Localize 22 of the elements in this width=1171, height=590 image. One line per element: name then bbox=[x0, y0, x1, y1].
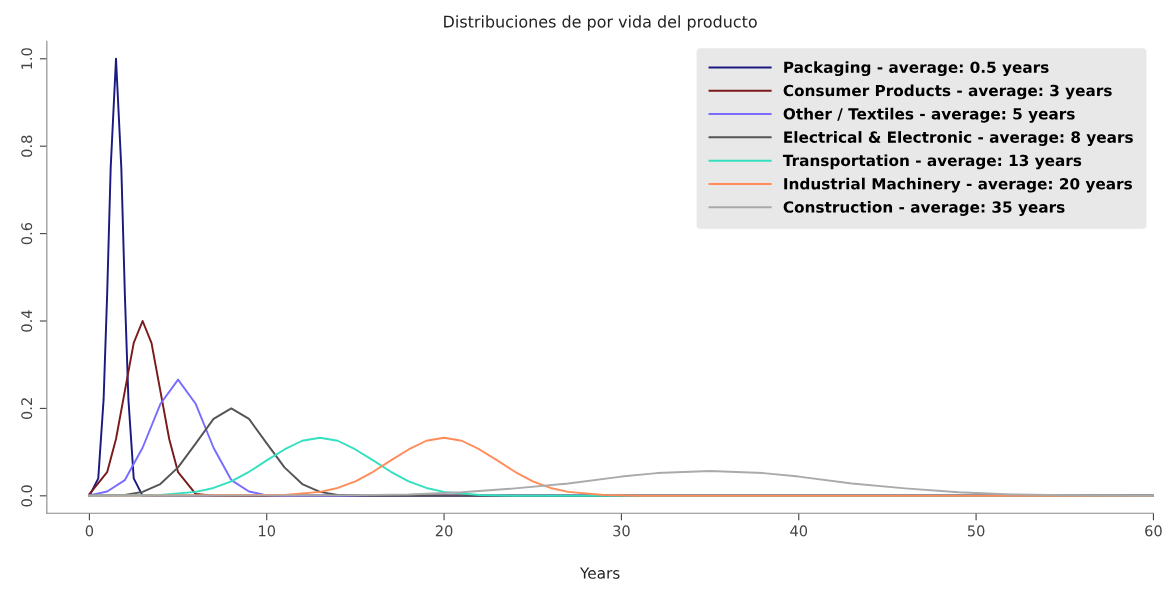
y-tick-label: 0.2 bbox=[21, 398, 33, 420]
x-tick-label: 10 bbox=[259, 525, 276, 537]
legend-label: Industrial Machinery - average: 20 years bbox=[784, 177, 1132, 193]
y-tick-label: 0.8 bbox=[21, 135, 33, 157]
x-tick-label: 40 bbox=[790, 525, 808, 537]
legend-label: Transportation - average: 13 years bbox=[782, 154, 1082, 170]
y-tick-label: 1.0 bbox=[21, 48, 33, 69]
y-tick-label: 0.4 bbox=[21, 310, 33, 332]
chart-title: Distribuciones de por vida del producto bbox=[444, 15, 757, 31]
x-tick-label: 60 bbox=[1145, 525, 1162, 537]
x-tick-label: 0 bbox=[85, 525, 94, 537]
x-axis-title: Years bbox=[579, 567, 620, 579]
x-tick-label: 30 bbox=[613, 525, 630, 537]
legend-label: Construction - average: 35 years bbox=[783, 201, 1065, 216]
legend-label: Consumer Products - average: 3 years bbox=[783, 84, 1112, 100]
legend-label: Other / Textiles - average: 5 years bbox=[783, 107, 1075, 123]
x-tick-label: 20 bbox=[435, 525, 453, 537]
y-tick-label: 0.6 bbox=[21, 222, 33, 245]
x-tick-label: 50 bbox=[967, 525, 985, 537]
legend-label: Electrical & Electronic - average: 8 years bbox=[784, 131, 1133, 146]
y-tick-label: 0.0 bbox=[21, 485, 33, 507]
legend-label: Packaging - average: 0.5 years bbox=[784, 61, 1049, 77]
